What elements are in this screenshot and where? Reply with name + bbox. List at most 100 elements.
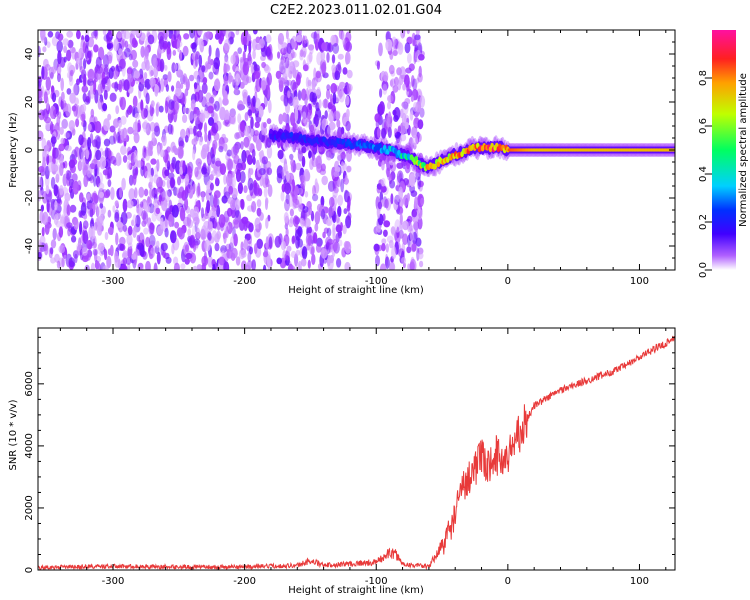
noise-blob	[145, 236, 151, 248]
noise-blob	[122, 224, 128, 232]
noise-blob	[207, 232, 212, 242]
noise-blob	[60, 77, 64, 92]
noise-blob	[417, 251, 424, 260]
noise-blob	[315, 155, 323, 169]
noise-blob	[230, 236, 234, 248]
noise-blob	[201, 96, 207, 108]
noise-blob	[412, 164, 418, 176]
x-tick-label: -200	[233, 576, 256, 587]
noise-blob	[316, 203, 323, 213]
noise-blob	[286, 42, 292, 55]
noise-blob	[131, 253, 137, 260]
noise-blob	[78, 210, 83, 218]
noise-blob	[385, 166, 391, 176]
noise-blob	[290, 112, 296, 126]
noise-blob	[312, 232, 318, 244]
noise-blob	[241, 216, 249, 225]
noise-blob	[211, 153, 216, 165]
noise-blob	[285, 170, 290, 182]
noise-blob	[179, 166, 184, 175]
noise-blob	[46, 153, 50, 166]
noise-blob	[177, 176, 181, 186]
noise-blob	[266, 84, 270, 91]
noise-blob	[110, 187, 115, 200]
noise-blob	[209, 194, 215, 207]
noise-blob	[62, 100, 67, 108]
noise-blob	[235, 256, 241, 266]
noise-blob	[329, 110, 334, 124]
noise-blob	[41, 65, 45, 80]
noise-blob	[394, 219, 401, 233]
noise-blob	[189, 208, 195, 218]
noise-blob	[295, 35, 303, 43]
noise-blob	[223, 90, 228, 103]
noise-blob	[243, 136, 250, 148]
noise-blob	[66, 88, 72, 95]
noise-blob	[242, 36, 247, 45]
noise-blob	[394, 38, 398, 49]
noise-blob	[307, 235, 315, 247]
noise-blob	[99, 202, 104, 209]
noise-blob	[106, 43, 112, 50]
noise-blob	[411, 243, 417, 252]
noise-blob	[375, 255, 380, 267]
noise-blob	[114, 251, 119, 263]
noise-blob	[126, 233, 133, 246]
noise-blob	[72, 180, 80, 195]
noise-blob	[176, 69, 184, 78]
noise-blob	[160, 149, 165, 158]
noise-blob	[308, 150, 312, 159]
noise-blob	[38, 45, 41, 58]
noise-blob	[171, 156, 177, 170]
noise-blob	[404, 98, 411, 105]
noise-blob	[57, 66, 62, 74]
noise-blob	[315, 70, 321, 79]
noise-blob	[327, 180, 335, 192]
noise-blob	[246, 154, 253, 165]
noise-blob	[254, 121, 260, 128]
noise-blob	[147, 146, 154, 157]
noise-blob	[118, 79, 123, 93]
noise-blob	[376, 225, 381, 233]
noise-blob	[56, 40, 63, 53]
noise-blob	[289, 216, 294, 224]
noise-blob	[398, 186, 404, 200]
noise-blob	[245, 76, 252, 84]
noise-blob	[153, 262, 158, 270]
noise-blob	[336, 119, 341, 128]
noise-blob	[342, 67, 348, 75]
noise-blob	[247, 95, 251, 107]
noise-blob	[383, 220, 391, 228]
noise-blob	[265, 178, 270, 188]
noise-blob	[335, 224, 342, 233]
noise-blob	[393, 114, 399, 122]
noise-blob	[197, 69, 203, 83]
noise-blob	[327, 42, 334, 53]
noise-blob	[253, 228, 261, 238]
noise-blob	[94, 30, 99, 40]
noise-blob	[150, 247, 155, 255]
noise-blob	[301, 246, 308, 260]
noise-blob	[292, 96, 299, 109]
noise-blob	[255, 78, 262, 93]
noise-blob	[208, 71, 214, 80]
noise-blob	[342, 224, 347, 235]
noise-blob	[182, 45, 189, 57]
noise-blob	[149, 174, 154, 186]
noise-blob	[210, 58, 214, 66]
noise-blob	[343, 87, 348, 94]
noise-blob	[417, 176, 421, 190]
noise-blob	[412, 102, 418, 112]
noise-blob	[51, 92, 57, 103]
noise-blob	[179, 49, 183, 62]
noise-blob	[80, 202, 87, 216]
noise-blob	[215, 160, 222, 167]
noise-blob	[181, 190, 187, 201]
noise-blob	[95, 56, 102, 69]
noise-blob	[57, 33, 64, 41]
noise-blob	[207, 130, 212, 142]
noise-blob	[333, 110, 341, 120]
noise-blob	[103, 67, 109, 75]
noise-blob	[258, 222, 262, 231]
